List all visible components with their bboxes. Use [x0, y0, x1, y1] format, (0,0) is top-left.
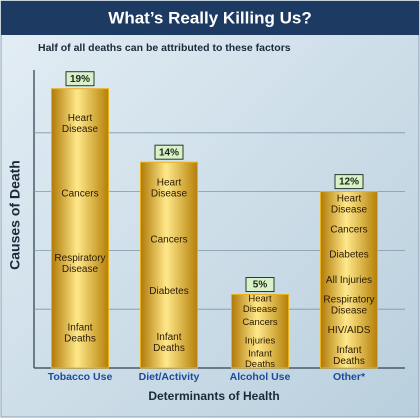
value-label: 5% [253, 280, 268, 291]
chart-title: What’s Really Killing Us? [108, 8, 311, 27]
bar [231, 294, 289, 369]
value-label: 12% [339, 177, 359, 188]
subtitle: Half of all deaths can be attributed to … [38, 42, 291, 54]
cause-label: Infant Deaths [64, 322, 96, 344]
bar [320, 191, 378, 369]
value-label: 14% [159, 147, 179, 158]
cause-label: Diabetes [329, 249, 368, 260]
bar [140, 161, 198, 369]
cause-label: Injuries [245, 335, 276, 346]
x-axis-label: Determinants of Health [148, 389, 279, 403]
cause-label: Infant Deaths [153, 331, 185, 353]
y-axis-label: Causes of Death [7, 160, 23, 270]
x-tick-label: Tobacco Use [48, 371, 113, 383]
cause-label: Cancers [61, 188, 98, 199]
value-label-box [154, 144, 184, 160]
cause-label: HIV/AIDS [328, 325, 371, 336]
cause-label: Infant Deaths [245, 348, 275, 370]
header [1, 1, 419, 35]
x-tick-label: Other* [333, 371, 366, 383]
cause-label: Heart Disease [151, 177, 188, 199]
cause-label: Heart Disease [331, 193, 368, 215]
x-tick-label: Diet/Activity [139, 371, 200, 383]
cause-label: Respiratory Disease [54, 252, 105, 274]
cause-label: Respiratory Disease [323, 294, 374, 316]
cause-label: All Injuries [326, 274, 372, 285]
value-label-box [65, 71, 95, 87]
value-label: 19% [70, 74, 90, 85]
cause-label: Cancers [150, 234, 187, 245]
cause-label: Cancers [242, 317, 278, 328]
cause-label: Heart Disease [243, 293, 277, 315]
x-tick-label: Alcohol Use [230, 371, 291, 383]
value-label-box [334, 174, 364, 190]
cause-label: Heart Disease [62, 113, 99, 135]
cause-label: Cancers [330, 224, 367, 235]
value-label-box [245, 277, 275, 292]
cause-label: Diabetes [149, 285, 188, 296]
bar [51, 88, 109, 369]
cause-label: Infant Deaths [333, 345, 365, 367]
